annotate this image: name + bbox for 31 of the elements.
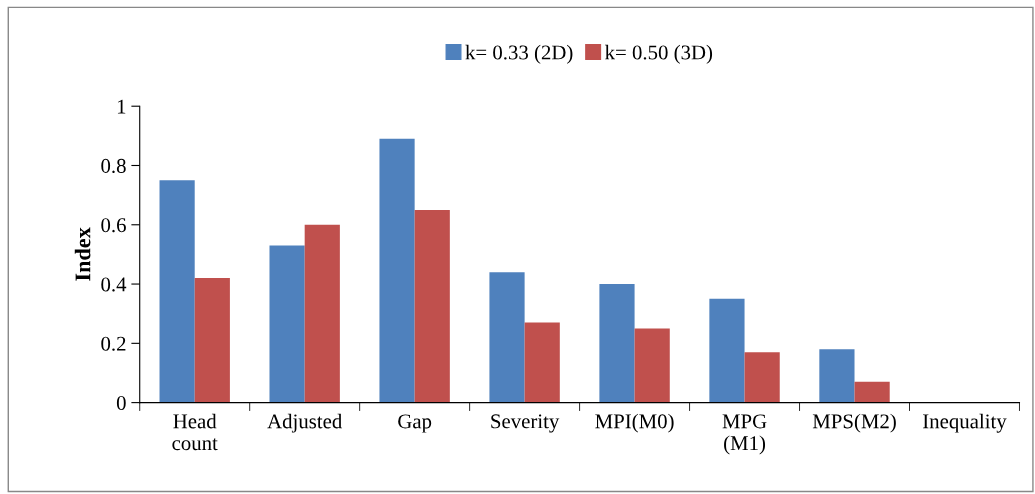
- bar: [269, 245, 305, 403]
- bar: [489, 272, 525, 403]
- bar: [304, 224, 340, 403]
- y-axis-title: Index: [74, 227, 91, 281]
- bar: [634, 328, 670, 403]
- x-tick-label: MPG (M1): [722, 414, 767, 455]
- y-tick-label: 0.2: [101, 336, 126, 351]
- x-tick-label: Gap: [398, 414, 432, 433]
- y-tick-label: 0.8: [101, 158, 126, 174]
- x-tick-label: MPS(M2): [812, 413, 896, 433]
- bar: [159, 180, 195, 403]
- legend-label: k= 0.50 (3D): [605, 44, 713, 64]
- bar: [414, 209, 450, 403]
- y-tick-label: 1: [117, 99, 126, 114]
- bar: [599, 284, 635, 403]
- bar: [854, 381, 890, 403]
- bar: [709, 298, 745, 403]
- y-tick-label: 0.6: [101, 218, 126, 233]
- y-tick-label: 0.4: [101, 277, 127, 292]
- x-tick-label: Severity: [491, 414, 560, 433]
- bar: [379, 138, 415, 403]
- x-tick-label: Inequality: [923, 413, 1007, 433]
- bar: [524, 322, 560, 403]
- x-tick-label: Adjusted: [267, 413, 343, 433]
- bar: [194, 278, 230, 403]
- legend-label: k= 0.33 (2D): [465, 44, 573, 64]
- bar: [744, 352, 780, 403]
- y-tick-label: 0: [116, 395, 126, 411]
- bar: [819, 349, 855, 403]
- x-tick-label: Head count: [172, 413, 218, 451]
- x-tick-label: MPI(M0): [595, 413, 674, 433]
